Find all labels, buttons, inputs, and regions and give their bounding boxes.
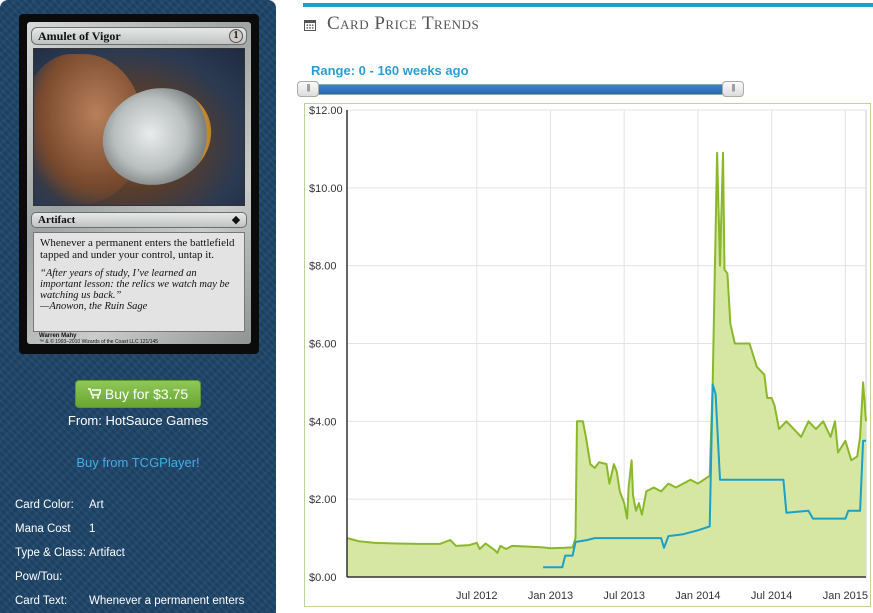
card-type-bar: Artifact ◆ <box>31 212 247 228</box>
mana-symbol-icon: 1 <box>229 29 243 43</box>
buy-button[interactable]: Buy for $3.75 <box>75 380 201 408</box>
range-label: Range: 0 - 160 weeks ago <box>311 63 469 78</box>
attr-label: Mana Cost <box>15 523 71 535</box>
header-accent-bar <box>303 3 873 7</box>
y-tick-label: $2.00 <box>309 494 337 506</box>
vendor-text: From: HotSauce Games <box>67 413 209 428</box>
card-copyright: ™ & © 1993–2010 Wizards of the Coast LLC… <box>39 339 159 345</box>
card-text-box: Whenever a permanent enters the battlefi… <box>33 232 245 332</box>
price-chart-svg: $0.00 $2.00 $4.00 $6.00 $8.00 $10.00 $12.00 Jul… <box>309 105 868 602</box>
series-line-1 <box>543 383 866 569</box>
set-symbol-icon: ◆ <box>231 214 241 226</box>
tcgplayer-link[interactable]: Buy from TCGPlayer! <box>76 455 200 470</box>
card-name: Amulet of Vigor <box>38 29 121 43</box>
calendar-icon <box>304 20 316 31</box>
card-name-bar: Amulet of Vigor 1 <box>31 27 247 45</box>
range-slider[interactable] <box>303 84 743 95</box>
attr-label: Card Text: <box>15 595 68 607</box>
card-flavor-text: “After years of study, I’ve learned an i… <box>40 268 230 312</box>
x-tick-label: Jul 2013 <box>603 590 645 602</box>
shopping-cart-icon <box>87 381 103 407</box>
y-tick-label: $12.00 <box>309 105 343 117</box>
x-tick-label: Jul 2014 <box>751 590 793 602</box>
card-type-line: Artifact <box>38 214 76 226</box>
y-tick-label: $4.00 <box>309 416 337 428</box>
attr-value: Whenever a permanent enters <box>89 595 245 607</box>
y-tick-label: $10.00 <box>309 183 343 195</box>
y-tick-label: $0.00 <box>309 572 337 584</box>
x-tick-label: Jan 2014 <box>675 590 720 602</box>
attr-value: 1 <box>89 523 96 535</box>
buy-button-label: Buy for $3.75 <box>104 386 189 402</box>
section-title: Card Price Trends <box>327 13 480 34</box>
series-line-0 <box>346 151 867 554</box>
card-rules-text: Whenever a permanent enters the battlefi… <box>40 237 235 261</box>
card-face: Amulet of Vigor 1 Artifact ◆ Whenever a … <box>27 22 251 345</box>
attr-label: Pow/Tou: <box>15 571 63 583</box>
attr-value: Artifact <box>89 547 125 559</box>
card-detail-panel: Amulet of Vigor 1 Artifact ◆ Whenever a … <box>0 0 276 613</box>
y-tick-label: $8.00 <box>309 261 337 273</box>
x-tick-label: Jan 2015 <box>823 590 868 602</box>
card-artwork <box>33 48 245 206</box>
attr-value: Art <box>89 499 104 511</box>
attr-label: Card Color: <box>15 499 74 511</box>
slider-handle-left[interactable] <box>297 81 319 97</box>
attr-label: Type & Class: <box>15 547 86 559</box>
price-chart: $0.00 $2.00 $4.00 $6.00 $8.00 $10.00 $12.00 Jul… <box>304 103 871 607</box>
card-artist: Warren Mahy <box>39 333 77 339</box>
card-image: Amulet of Vigor 1 Artifact ◆ Whenever a … <box>19 14 259 354</box>
slider-handle-right[interactable] <box>722 81 744 97</box>
x-tick-label: Jan 2013 <box>528 590 573 602</box>
series-area-0 <box>347 152 866 578</box>
x-tick-label: Jul 2012 <box>456 590 498 602</box>
y-tick-label: $6.00 <box>309 339 337 351</box>
